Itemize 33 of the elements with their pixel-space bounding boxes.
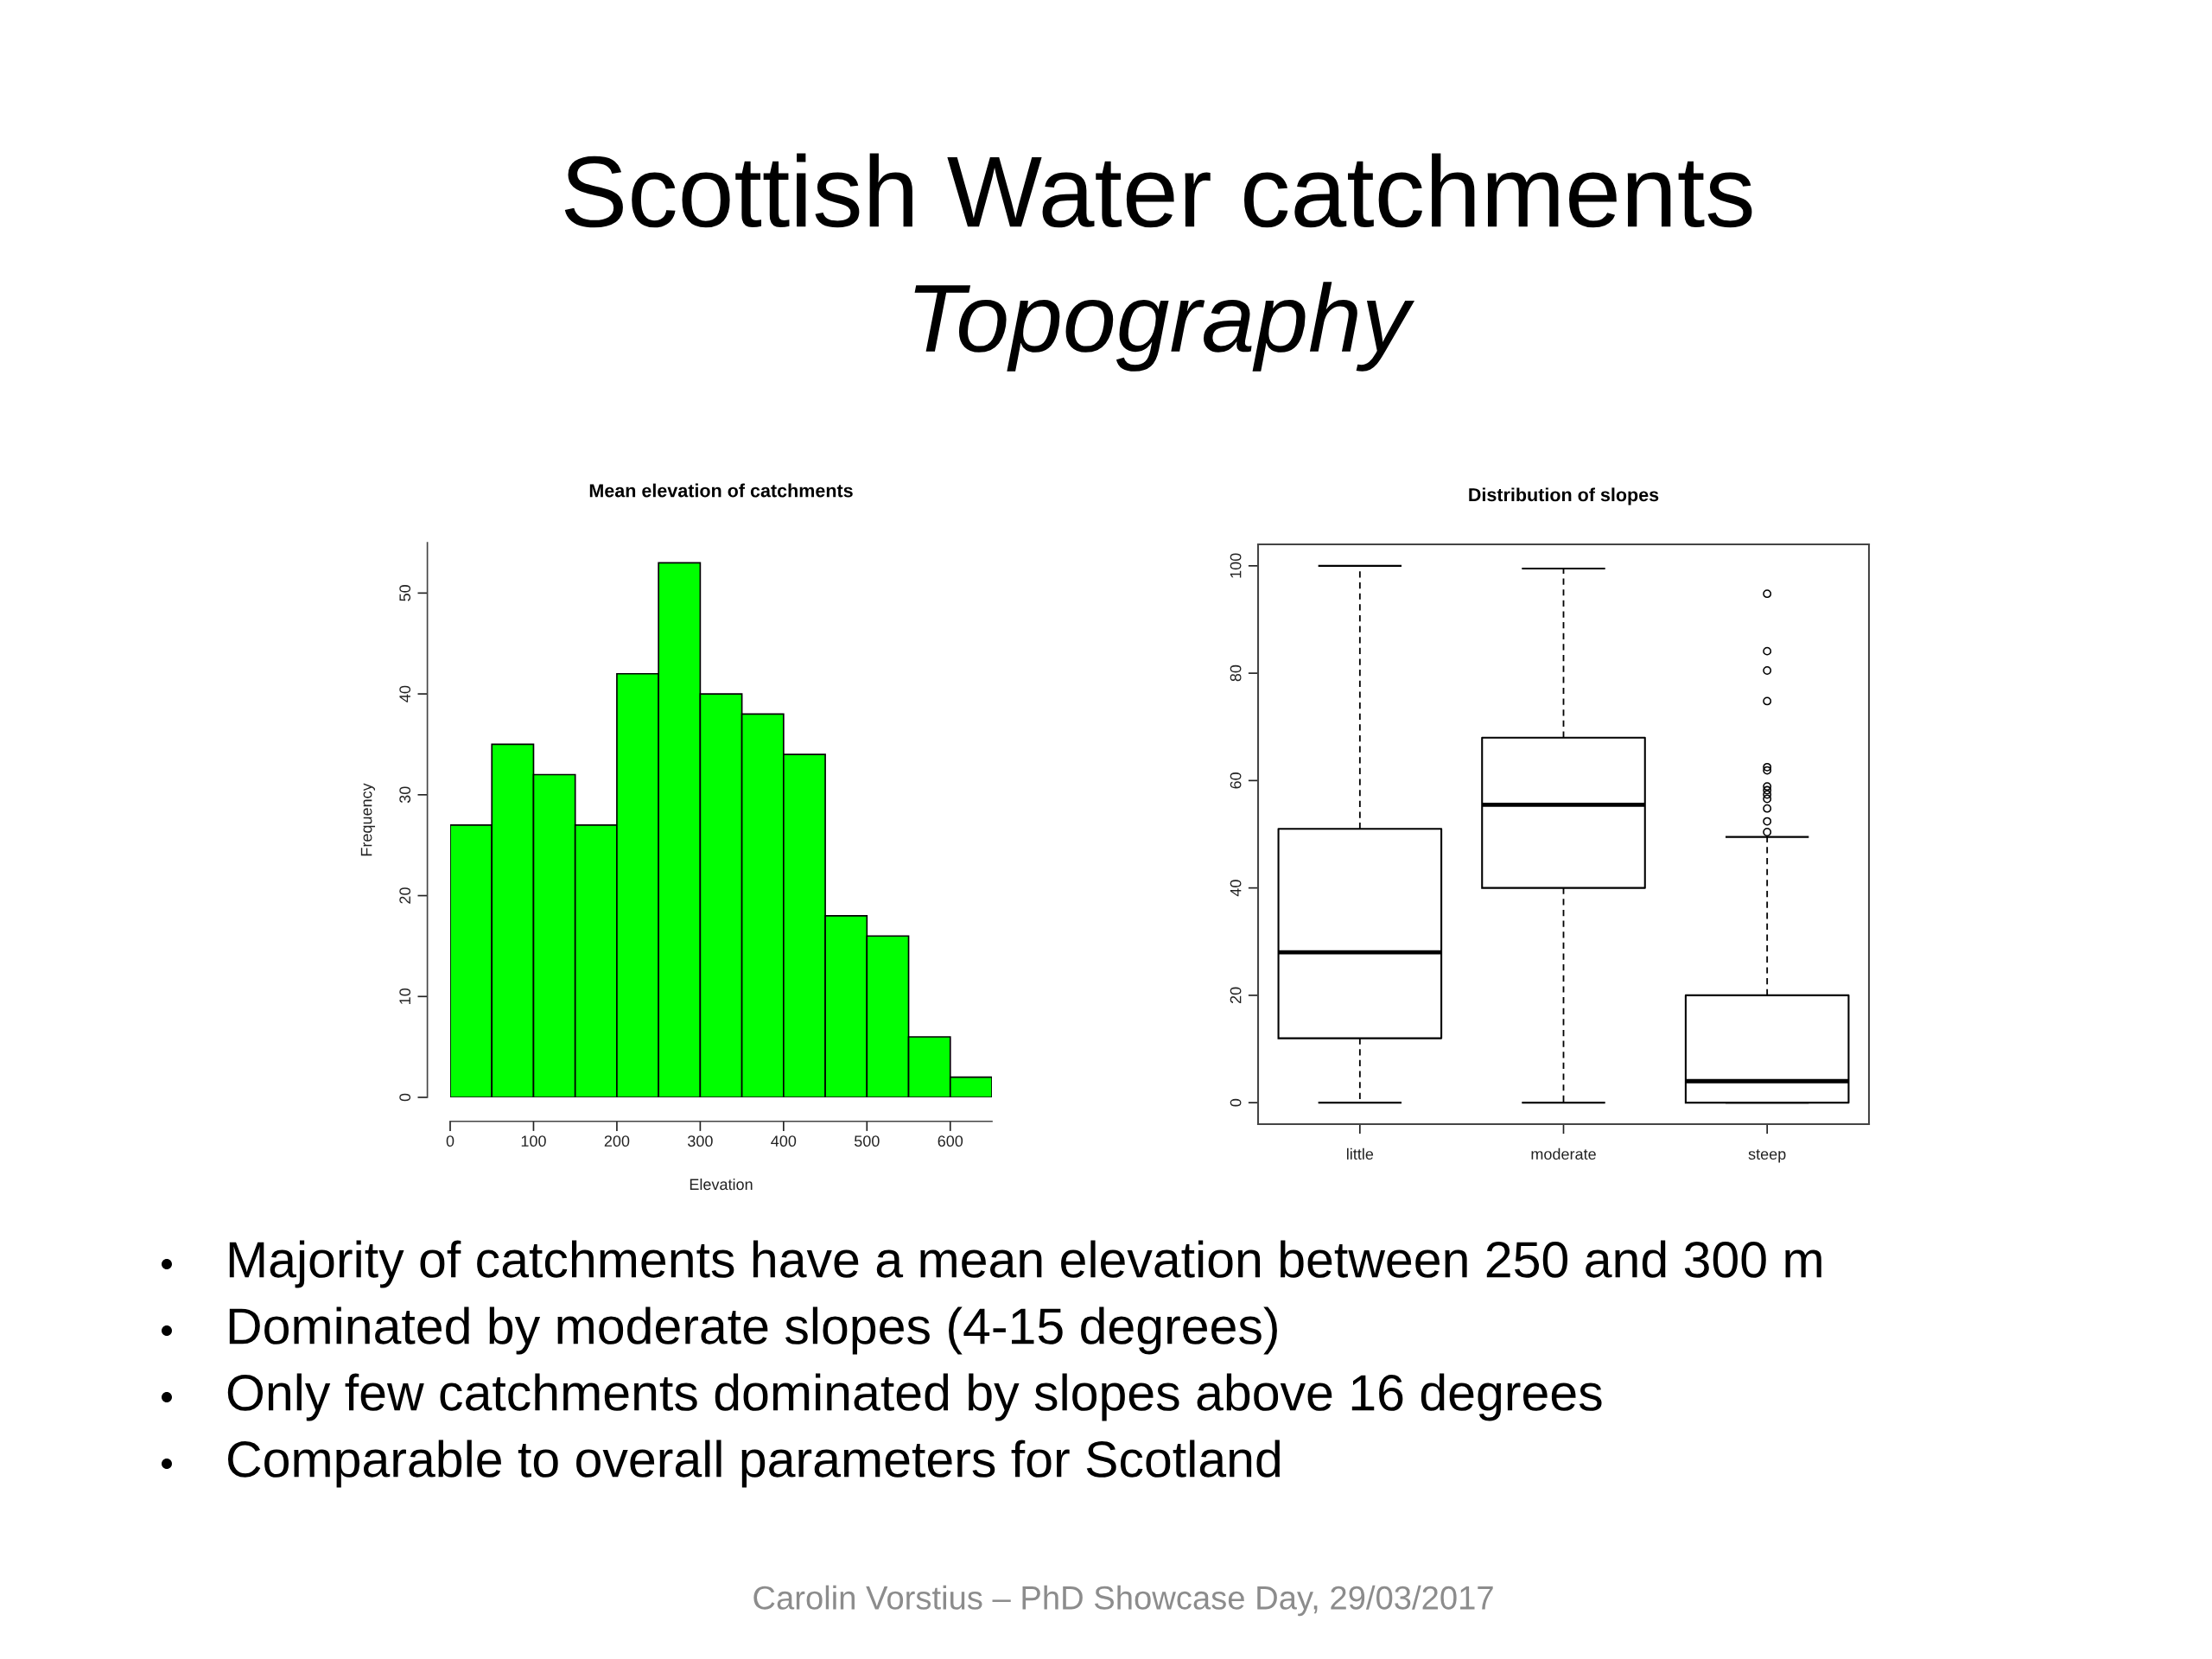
text: Dominated by moderate slopes (4-15 degrees) [229,1306,1277,1355]
text: Topography [914,282,1415,372]
x-tick-label: 200 [604,1135,630,1147]
y-tick-label: 20 [1230,987,1242,1004]
x-tick-label: moderate [1531,1147,1596,1160]
chart-title: Distribution of slopes [1469,487,1659,505]
text: Only few catchments dominated by slopes above 16 degrees [227,1373,1602,1421]
x-tick-label: little [1347,1147,1374,1160]
chart-title: Mean elevation of catchments [589,483,853,498]
y-tick-label: 10 [399,988,411,1004]
y-tick-label: 100 [1230,553,1242,578]
y-tick-label: 40 [399,685,411,702]
x-tick-label: 300 [688,1135,713,1147]
y-tick-label: 0 [399,1093,411,1102]
text: Comparable to overall parameters for Scotland [228,1440,1280,1488]
y-axis-title: Frequency [360,783,376,856]
text: Scottish Water catchments [564,153,1752,228]
x-tick-label: 600 [938,1135,963,1147]
y-tick-label: 80 [1230,664,1242,682]
x-tick-label: steep [1748,1149,1786,1163]
y-tick-label: 60 [1230,772,1242,789]
text: Majority of catchments have a mean elevation between 250 and 300 m [229,1240,1821,1288]
y-tick-label: 40 [1230,880,1242,897]
text: Carolin Vorstius – PhD Showcase Day, 29/03/2017 [753,1585,1493,1617]
y-tick-label: 20 [399,887,411,904]
y-tick-label: 50 [399,585,411,601]
x-tick-label: 400 [771,1135,797,1147]
x-tick-label: 0 [446,1135,454,1147]
y-tick-label: 0 [1230,1098,1242,1107]
x-axis-title: Elevation [690,1178,753,1191]
x-tick-label: 100 [521,1135,546,1147]
y-tick-label: 30 [399,786,411,804]
x-tick-label: 500 [854,1135,880,1147]
